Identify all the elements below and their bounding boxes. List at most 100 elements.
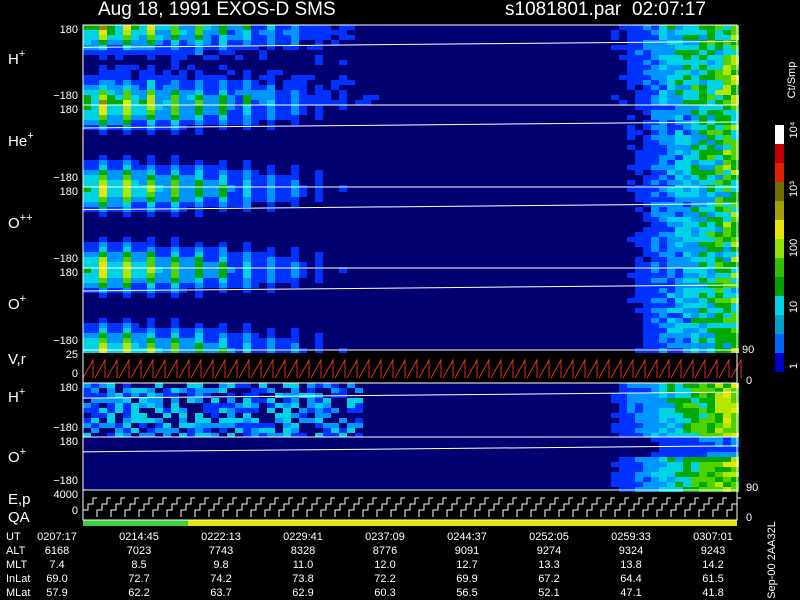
spectrogram-cell <box>187 90 195 95</box>
spectrogram-cell <box>147 197 155 202</box>
spectrogram-cell <box>291 252 299 257</box>
spectrogram-cell <box>139 413 147 418</box>
spectrogram-cell <box>243 35 251 40</box>
spectrogram-cell <box>267 80 275 85</box>
spectrogram-cell <box>635 150 643 155</box>
spectrogram-cell <box>291 413 299 418</box>
spectrogram-cell <box>355 388 363 393</box>
spectrogram-cell <box>259 257 267 262</box>
spectrogram-cell <box>611 30 619 35</box>
spectrogram-cell <box>147 212 155 217</box>
spectrogram-cell <box>243 110 251 115</box>
spectrogram-cell <box>219 383 227 388</box>
spectrogram-cell <box>667 437 675 442</box>
spectrogram-cell <box>675 80 683 85</box>
spectrogram-cell <box>715 197 723 202</box>
cell: 0214:45 <box>119 531 159 543</box>
spectrogram-cell <box>651 308 659 313</box>
spectrogram-cell <box>163 388 171 393</box>
spectrogram-cell <box>707 197 715 202</box>
spectrogram-cell <box>627 457 635 462</box>
spectrogram-cell <box>315 30 323 35</box>
spectrogram-cell <box>659 308 667 313</box>
spectrogram-cell <box>99 50 107 55</box>
spectrogram-cell <box>243 343 251 348</box>
spectrogram-cell <box>643 237 651 242</box>
spectrogram-cell <box>147 95 155 100</box>
spectrogram-cell <box>203 262 211 267</box>
spectrogram-cell <box>275 187 283 192</box>
spectrogram-cell <box>123 115 131 120</box>
spectrogram-cell <box>659 70 667 75</box>
spectrogram-cell <box>651 197 659 202</box>
spectrogram-cell <box>659 273 667 278</box>
colorbar-band <box>775 144 784 163</box>
spectrogram-cell <box>707 155 715 160</box>
spectrogram-cell <box>643 288 651 293</box>
spectrogram-cell <box>99 197 107 202</box>
spectrogram-cell <box>267 388 275 393</box>
spectrogram-cell <box>195 383 203 388</box>
spectrogram-cell <box>691 343 699 348</box>
spectrogram-cell <box>643 197 651 202</box>
spectrogram-cell <box>171 408 179 413</box>
spectrogram-cell <box>691 467 699 472</box>
spectrogram-cell <box>651 222 659 227</box>
spectrogram-cell <box>267 115 275 120</box>
spectrogram-cell <box>643 433 651 438</box>
spectrogram-cell <box>691 80 699 85</box>
spectrogram-cell <box>227 278 235 283</box>
spectrogram-cell <box>259 110 267 115</box>
spectrogram-cell <box>651 140 659 145</box>
spectrogram-cell <box>635 232 643 237</box>
spectrogram-cell <box>179 388 187 393</box>
spectrogram-cell <box>179 75 187 80</box>
spectrogram-cell <box>307 45 315 50</box>
spectrogram-cell <box>651 313 659 318</box>
spectrogram-cell <box>139 170 147 175</box>
spectrogram-cell <box>643 232 651 237</box>
spectrogram-cell <box>315 252 323 257</box>
spectrogram-cell <box>651 80 659 85</box>
spectrogram-cell <box>155 50 163 55</box>
spectrogram-cell <box>627 180 635 185</box>
spectrogram-cell <box>195 252 203 257</box>
spectrogram-cell <box>723 268 731 273</box>
spectrogram-cell <box>675 70 683 75</box>
spectrogram-cell <box>251 170 259 175</box>
spectrogram-cell <box>675 268 683 273</box>
spectrogram-cell <box>659 187 667 192</box>
spectrogram-cell <box>619 467 627 472</box>
spectrogram-cell <box>667 197 675 202</box>
row-label: MLat <box>6 587 30 599</box>
spectrogram-cell <box>731 130 739 135</box>
spectrogram-cell <box>171 180 179 185</box>
spectrogram-cell <box>123 262 131 267</box>
spectrogram-cell <box>731 338 739 343</box>
spectrogram-cell <box>683 187 691 192</box>
spectrogram-cell <box>171 25 179 30</box>
spectrogram-cell <box>315 423 323 428</box>
spectrogram-cell <box>211 423 219 428</box>
spectrogram-cell <box>707 433 715 438</box>
spectrogram-cell <box>611 45 619 50</box>
spectrogram-cell <box>227 110 235 115</box>
spectrogram-cell <box>635 100 643 105</box>
spectrogram-cell <box>235 40 243 45</box>
spectrogram-cell <box>643 388 651 393</box>
spectrogram-cell <box>115 50 123 55</box>
spectrogram-cell <box>115 278 123 283</box>
spectrogram-cell <box>731 187 739 192</box>
spectrogram-cell <box>675 472 683 477</box>
spectrogram-cell <box>139 418 147 423</box>
spectrogram-cell <box>635 257 643 262</box>
spectrogram-cell <box>707 418 715 423</box>
spectrogram-cell <box>187 40 195 45</box>
cell: 67.2 <box>538 573 559 585</box>
spectrogram-cell <box>107 170 115 175</box>
spectrogram-cell <box>667 125 675 130</box>
spectrogram-cell <box>675 212 683 217</box>
spectrogram-cell <box>723 180 731 185</box>
spectrogram-cell <box>715 217 723 222</box>
spectrogram-cell <box>731 140 739 145</box>
